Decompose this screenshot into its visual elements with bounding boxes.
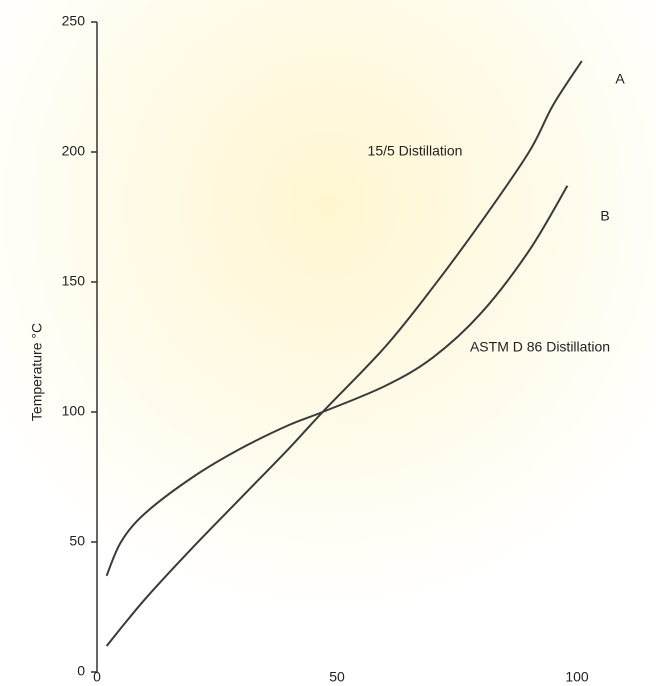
y-tick-label: 250 bbox=[62, 13, 86, 29]
y-tick-label: 50 bbox=[69, 533, 85, 549]
series-label: A bbox=[615, 71, 625, 87]
y-tick-label: 200 bbox=[62, 143, 86, 159]
y-tick-label: 150 bbox=[62, 273, 86, 289]
x-tick-label: 0 bbox=[93, 669, 101, 685]
x-tick-label: 50 bbox=[329, 669, 345, 685]
y-tick-label: 100 bbox=[62, 403, 86, 419]
annotation: 15/5 Distillation bbox=[368, 143, 463, 159]
x-tick-label: 100 bbox=[565, 669, 589, 685]
annotation: ASTM D 86 Distillation bbox=[470, 339, 610, 355]
y-tick-label: 0 bbox=[77, 663, 85, 679]
chart: Temperature °C 0 50 100 150 200 250 0 50 100 A B 15… bbox=[0, 0, 656, 686]
series-label: B bbox=[600, 208, 609, 224]
y-axis-label: Temperature °C bbox=[29, 323, 45, 421]
